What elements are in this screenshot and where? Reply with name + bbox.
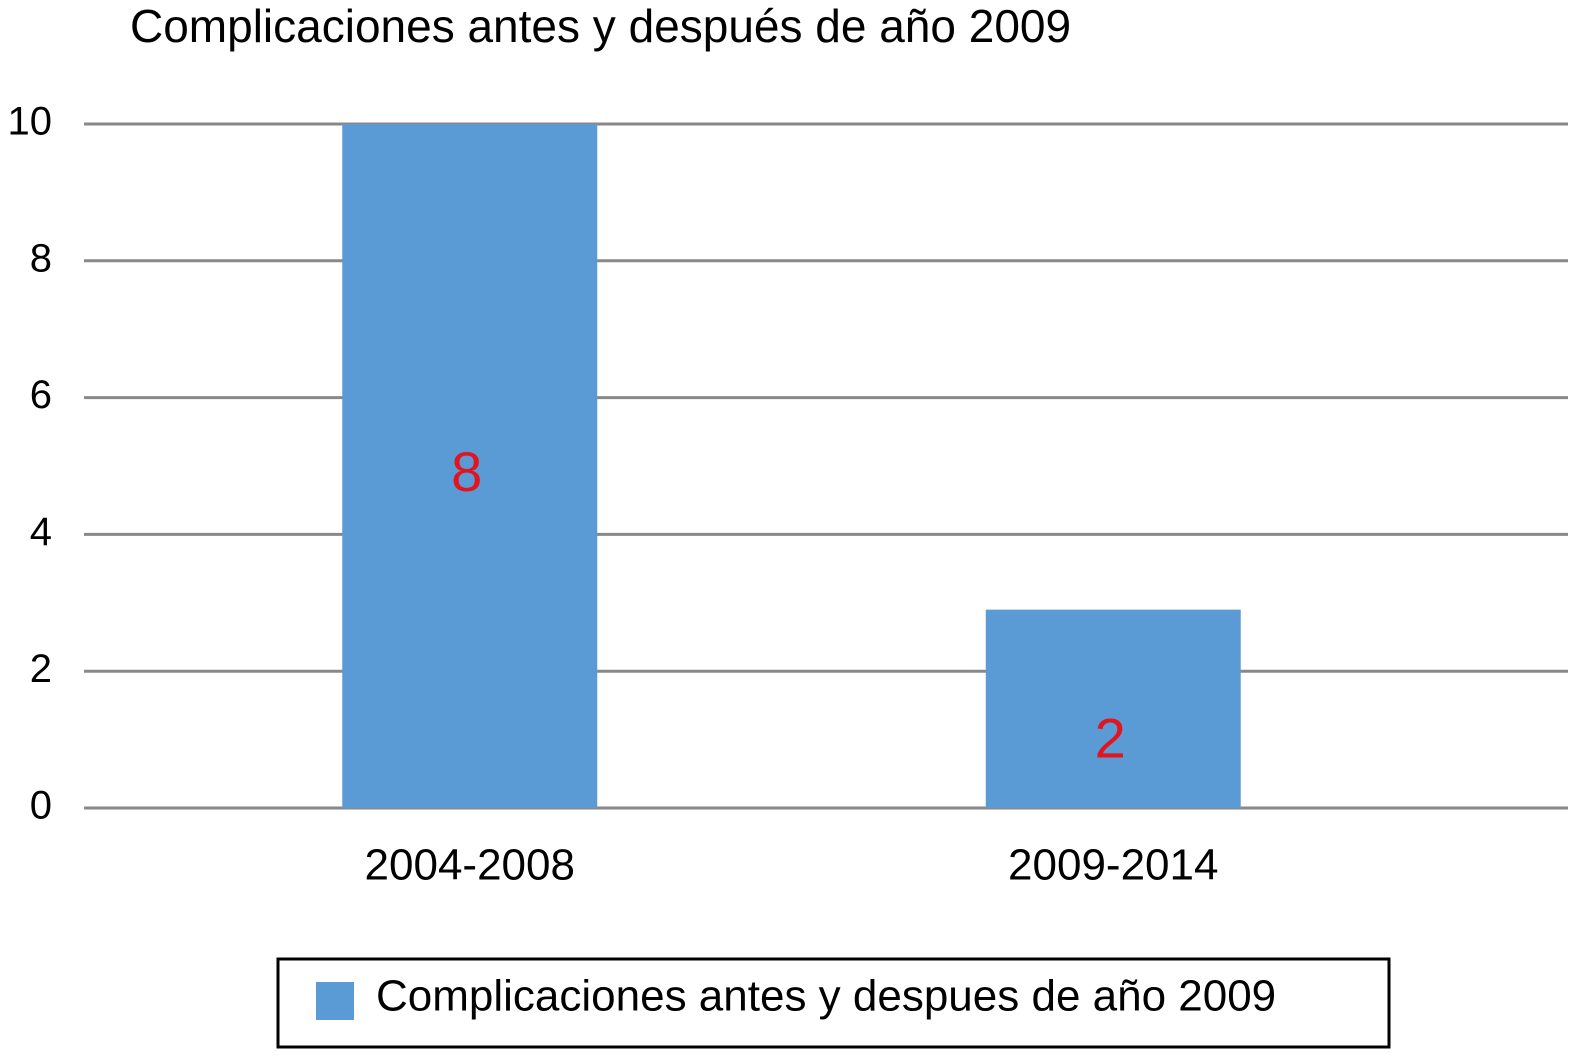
bar: [342, 124, 598, 808]
legend-swatch: [316, 982, 354, 1020]
bar: [985, 609, 1241, 808]
legend-box: [276, 957, 1391, 1049]
y-tick-label: 10: [8, 100, 53, 144]
legend-label: Complicaciones antes y despues de año 20…: [376, 972, 1276, 1021]
y-tick-label: 8: [30, 236, 52, 280]
x-tick-label: 2004-2008: [365, 841, 575, 890]
x-tick-label: 2009-2014: [1008, 841, 1218, 890]
y-tick-label: 6: [30, 373, 52, 417]
y-tick-label: 4: [30, 510, 52, 554]
y-tick-label: 0: [30, 784, 52, 828]
chart-title: Complicaciones antes y después de año 20…: [130, 0, 1071, 52]
annotation: 8: [451, 440, 482, 503]
y-tick-label: 2: [30, 647, 52, 691]
annotation: 2: [1095, 706, 1126, 769]
